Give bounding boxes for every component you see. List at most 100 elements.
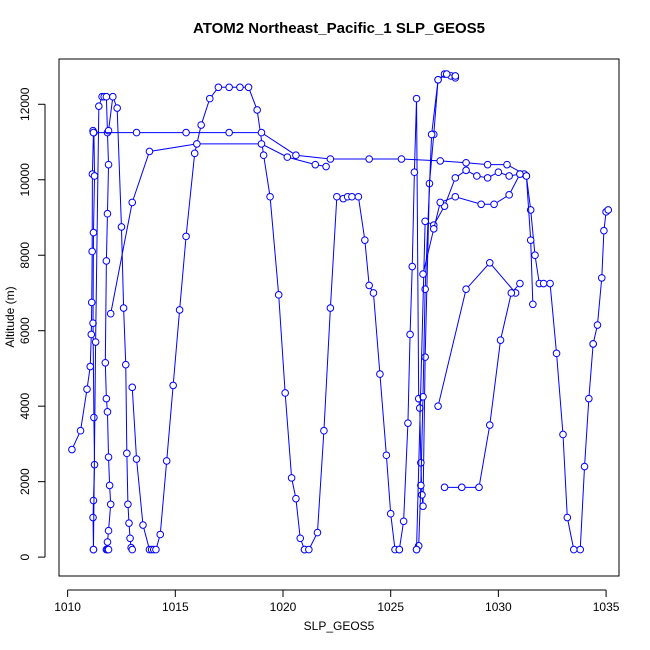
y-tick-label: 2000 bbox=[18, 468, 32, 495]
data-point bbox=[326, 304, 335, 312]
data-point bbox=[126, 534, 134, 543]
data-point bbox=[365, 281, 373, 290]
data-point bbox=[436, 157, 445, 165]
y-tick-label: 12000 bbox=[18, 87, 32, 121]
data-point bbox=[552, 349, 561, 358]
data-point bbox=[516, 279, 524, 288]
series-profile-12 bbox=[419, 170, 537, 309]
data-point bbox=[546, 279, 554, 288]
data-point bbox=[559, 430, 567, 439]
data-point bbox=[89, 513, 97, 522]
data-point bbox=[580, 462, 589, 471]
data-point bbox=[91, 338, 100, 346]
data-point bbox=[494, 168, 503, 177]
data-point bbox=[139, 521, 147, 529]
y-tick-label: 4000 bbox=[18, 393, 32, 420]
plot-frame bbox=[58, 58, 620, 577]
y-axis: 0 2000 4000 6000 8000 10000 12000 bbox=[18, 87, 46, 560]
data-point bbox=[539, 279, 548, 288]
data-point bbox=[365, 155, 373, 163]
data-point bbox=[123, 449, 131, 458]
data-point bbox=[417, 481, 425, 490]
data-point bbox=[604, 206, 613, 214]
data-point bbox=[76, 426, 85, 435]
data-point bbox=[190, 149, 199, 158]
data-point bbox=[451, 174, 460, 182]
data-point bbox=[419, 392, 427, 401]
data-point bbox=[95, 102, 103, 110]
data-point bbox=[101, 358, 110, 367]
data-point bbox=[259, 151, 268, 160]
data-point bbox=[104, 526, 113, 535]
data-point bbox=[156, 530, 165, 539]
data-point bbox=[593, 321, 602, 329]
data-point bbox=[442, 70, 451, 78]
data-point bbox=[418, 491, 426, 499]
data-point bbox=[225, 128, 233, 137]
data-point bbox=[102, 92, 111, 101]
data-point bbox=[103, 209, 112, 218]
data-point bbox=[473, 172, 481, 180]
data-point bbox=[397, 155, 406, 163]
data-point bbox=[175, 306, 184, 314]
data-point bbox=[451, 72, 460, 80]
data-point bbox=[132, 455, 141, 463]
x-tick-label: 1010 bbox=[54, 600, 81, 614]
data-point bbox=[597, 274, 606, 282]
data-point bbox=[462, 285, 470, 293]
data-point bbox=[68, 445, 76, 454]
data-point bbox=[102, 257, 111, 265]
data-point bbox=[462, 158, 470, 167]
x-tick-label: 1035 bbox=[593, 600, 620, 614]
data-point bbox=[117, 223, 126, 231]
data-point bbox=[214, 83, 223, 92]
data-point bbox=[236, 83, 244, 92]
data-point bbox=[313, 528, 322, 537]
series-profile-10 bbox=[89, 128, 529, 178]
data-point bbox=[429, 225, 438, 233]
data-point bbox=[326, 155, 335, 163]
data-point bbox=[87, 330, 96, 339]
data-point bbox=[296, 534, 305, 543]
data-point bbox=[412, 545, 421, 554]
data-point bbox=[483, 160, 492, 169]
data-point bbox=[421, 217, 429, 226]
data-point bbox=[462, 166, 470, 175]
series-line bbox=[437, 262, 516, 407]
x-tick-label: 1020 bbox=[270, 600, 297, 614]
data-point bbox=[490, 200, 498, 209]
data-point bbox=[434, 75, 442, 84]
data-point bbox=[526, 236, 535, 244]
data-point bbox=[128, 198, 137, 207]
series-layer bbox=[68, 70, 613, 554]
data-point bbox=[225, 83, 233, 92]
data-point bbox=[322, 162, 330, 171]
data-point bbox=[266, 192, 274, 201]
data-point bbox=[395, 545, 404, 554]
data-point bbox=[90, 413, 98, 422]
data-point bbox=[589, 340, 597, 348]
data-point bbox=[419, 270, 427, 278]
data-point bbox=[124, 500, 132, 509]
data-point bbox=[585, 394, 593, 403]
series-profile-9 bbox=[589, 206, 613, 348]
data-point bbox=[406, 330, 414, 339]
data-point bbox=[89, 128, 98, 137]
data-point bbox=[121, 360, 130, 369]
data-point bbox=[477, 200, 485, 209]
data-point bbox=[253, 106, 261, 114]
data-point bbox=[475, 483, 483, 492]
data-point bbox=[125, 519, 133, 527]
data-point bbox=[305, 545, 313, 554]
data-point bbox=[106, 500, 115, 509]
data-point bbox=[529, 300, 537, 309]
x-tick-label: 1025 bbox=[377, 600, 404, 614]
data-point bbox=[369, 289, 378, 297]
data-point bbox=[103, 408, 112, 416]
data-point bbox=[104, 453, 113, 461]
data-point bbox=[600, 226, 608, 235]
data-point bbox=[106, 309, 115, 318]
x-tick-label: 1015 bbox=[162, 600, 189, 614]
data-point bbox=[427, 130, 436, 139]
